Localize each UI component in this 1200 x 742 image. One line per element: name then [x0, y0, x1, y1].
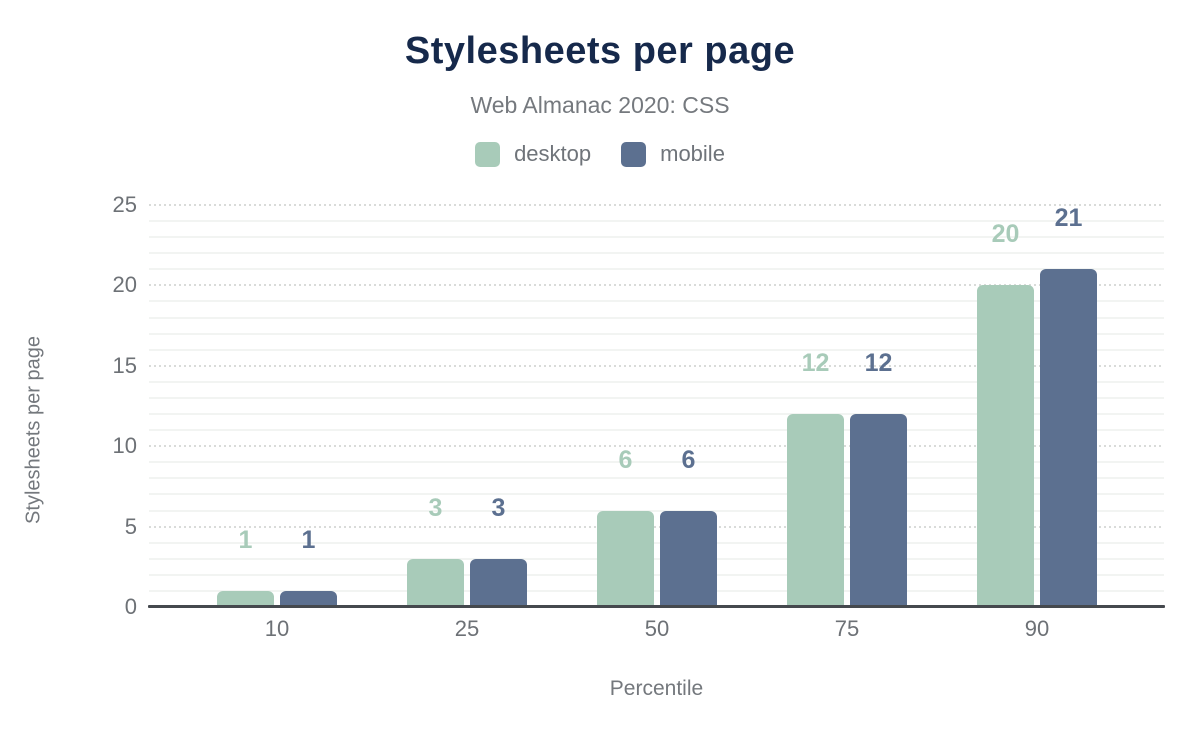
gridline-major — [149, 525, 1164, 528]
gridline-minor — [149, 348, 1164, 351]
legend-item-desktop[interactable]: desktop — [475, 141, 591, 167]
legend-swatch-desktop — [475, 141, 501, 167]
gridline-minor — [149, 557, 1164, 560]
gridline-major — [149, 284, 1164, 287]
bar-value-mobile-p75: 12 — [864, 349, 893, 378]
y-axis-title: Stylesheets per page — [22, 336, 45, 524]
gridline-major — [149, 445, 1164, 448]
bar-value-desktop-p10: 1 — [238, 525, 253, 554]
y-tick-label: 5 — [124, 513, 137, 539]
gridline-minor — [149, 589, 1164, 592]
x-tick-label-50: 50 — [644, 616, 670, 641]
legend-swatch-mobile — [621, 141, 647, 167]
bar-value-desktop-p50: 6 — [618, 445, 633, 474]
bar-desktop-p90[interactable] — [977, 285, 1034, 607]
legend-label: desktop — [514, 141, 592, 166]
bar-desktop-p10[interactable] — [217, 590, 274, 607]
bar-value-mobile-p25: 3 — [491, 493, 506, 522]
gridline-minor — [149, 380, 1164, 383]
x-axis-title: Percentile — [609, 677, 704, 700]
gridline-minor — [149, 461, 1164, 464]
bar-value-mobile-p10: 1 — [301, 525, 316, 554]
gridline-minor — [149, 509, 1164, 512]
bar-mobile-p75[interactable] — [850, 414, 907, 607]
y-tick-label: 15 — [112, 352, 137, 378]
legend-item-mobile[interactable]: mobile — [621, 141, 725, 167]
bar-value-desktop-p25: 3 — [428, 493, 443, 522]
x-tick-label-10: 10 — [264, 616, 290, 641]
chart-title: Stylesheets per page — [404, 30, 796, 72]
gridline-minor — [149, 396, 1164, 399]
legend-label: mobile — [660, 141, 725, 166]
y-axis-tick-labels: 0 5 10 15 20 25 — [55, 194, 137, 618]
gridline-minor — [149, 220, 1164, 223]
gridline-minor — [149, 300, 1164, 303]
bar-desktop-p75[interactable] — [787, 414, 844, 607]
x-axis-line — [148, 605, 1165, 608]
gridline-minor — [149, 493, 1164, 496]
x-axis-tick-labels: 10 25 50 75 90 — [149, 616, 1164, 644]
bar-mobile-p50[interactable] — [660, 510, 717, 607]
legend: desktop mobile — [0, 141, 1200, 167]
bar-mobile-p90[interactable] — [1040, 269, 1097, 607]
gridline-minor — [149, 477, 1164, 480]
gridline-minor — [149, 316, 1164, 319]
bar-value-desktop-p75: 12 — [801, 349, 830, 378]
y-tick-label: 20 — [112, 272, 137, 298]
chart-subtitle: Web Almanac 2020: CSS — [470, 92, 730, 118]
x-tick-label-90: 90 — [1024, 616, 1050, 641]
y-tick-label: 10 — [112, 433, 137, 459]
bar-mobile-p25[interactable] — [470, 558, 527, 607]
bar-value-mobile-p90: 21 — [1054, 204, 1083, 233]
y-tick-label: 25 — [112, 192, 137, 217]
gridline-minor — [149, 541, 1164, 544]
gridline-minor — [149, 332, 1164, 335]
plot-area: 1 1 3 3 6 6 12 12 20 21 — [149, 204, 1164, 607]
gridline-minor — [149, 429, 1164, 432]
gridline-minor — [149, 413, 1164, 416]
x-tick-label-25: 25 — [454, 616, 480, 641]
gridline-minor — [149, 573, 1164, 576]
gridline-major — [149, 204, 1164, 206]
gridline-minor — [149, 236, 1164, 239]
y-tick-label: 0 — [124, 594, 137, 619]
gridline-major — [149, 364, 1164, 367]
x-tick-label-75: 75 — [834, 616, 860, 641]
bar-desktop-p25[interactable] — [407, 558, 464, 607]
bar-value-desktop-p90: 20 — [991, 220, 1020, 249]
bar-desktop-p50[interactable] — [597, 510, 654, 607]
gridline-minor — [149, 268, 1164, 271]
gridline-minor — [149, 252, 1164, 255]
bar-mobile-p10[interactable] — [280, 590, 337, 607]
bar-value-mobile-p50: 6 — [681, 445, 696, 474]
